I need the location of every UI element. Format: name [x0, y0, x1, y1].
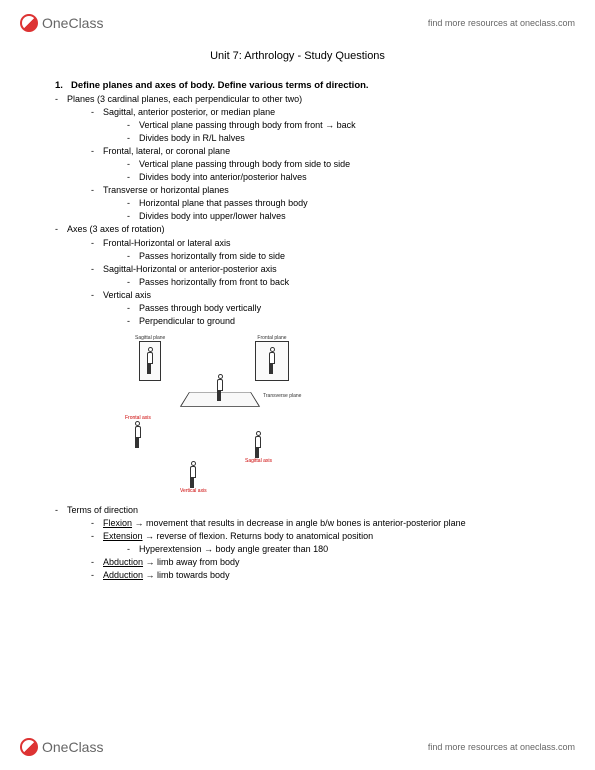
sagittal-axis-label: Sagittal axis: [245, 459, 272, 464]
sagittal-name: Sagittal, anterior posterior, or median …: [103, 107, 275, 117]
abduction-label: Abduction: [103, 557, 143, 567]
transverse-figure: Transverse plane: [185, 386, 255, 411]
resources-link-bottom[interactable]: find more resources at oneclass.com: [428, 742, 575, 752]
extension: Extension → reverse of flexion. Returns …: [91, 530, 540, 556]
sagittal-axis: Sagittal-Horizontal or anterior-posterio…: [91, 263, 540, 289]
planes-diagram: Sagittal plane Frontal plane Transverse …: [125, 336, 335, 496]
sagittal-d1: Vertical plane passing through body from…: [127, 119, 540, 132]
terms-root: Terms of direction Flexion → movement th…: [55, 504, 540, 582]
frontal-figure: Frontal plane: [255, 336, 289, 381]
adduction-text: → limb towards body: [143, 570, 230, 580]
transverse-plane: Transverse or horizontal planes Horizont…: [91, 184, 540, 223]
transverse-name: Transverse or horizontal planes: [103, 185, 229, 195]
outline-root: Planes (3 cardinal planes, each perpendi…: [55, 93, 540, 328]
logo-footer: OneClass: [20, 738, 103, 756]
footer-bar: OneClass find more resources at oneclass…: [0, 730, 595, 764]
v-d2: Perpendicular to ground: [127, 315, 540, 328]
adduction: Adduction → limb towards body: [91, 569, 540, 582]
brand-name-footer: OneClass: [42, 739, 103, 755]
flexion-label: Flexion: [103, 518, 132, 528]
page-content: Unit 7: Arthrology - Study Questions 1.D…: [55, 50, 540, 730]
header-bar: OneClass find more resources at oneclass…: [0, 6, 595, 40]
sagittal-d2: Divides body in R/L halves: [127, 132, 540, 145]
abduction-text: → limb away from body: [143, 557, 240, 567]
frontal-d1: Vertical plane passing through body from…: [127, 158, 540, 171]
fh-name: Frontal-Horizontal or lateral axis: [103, 238, 231, 248]
sh-d1: Passes horizontally from front to back: [127, 276, 540, 289]
resources-link-top[interactable]: find more resources at oneclass.com: [428, 18, 575, 28]
logo: OneClass: [20, 14, 103, 32]
logo-icon: [20, 14, 38, 32]
sagittal-axis-figure: Sagittal axis: [245, 431, 272, 464]
extension-text: → reverse of flexion. Returns body to an…: [143, 531, 374, 541]
sh-name: Sagittal-Horizontal or anterior-posterio…: [103, 264, 277, 274]
flexion-text: → movement that results in decrease in a…: [132, 518, 466, 528]
frontal-axis-figure: Frontal axis: [125, 416, 151, 449]
q1-text: Define planes and axes of body. Define v…: [71, 80, 369, 91]
vertical-axis-figure: Vertical axis: [180, 461, 207, 494]
axes-head-text: Axes (3 axes of rotation): [67, 224, 165, 234]
frontal-axis: Frontal-Horizontal or lateral axis Passe…: [91, 237, 540, 263]
v-d1: Passes through body vertically: [127, 302, 540, 315]
vertical-axis-label: Vertical axis: [180, 489, 207, 494]
logo-icon-footer: [20, 738, 38, 756]
frontal-plane: Frontal, lateral, or coronal plane Verti…: [91, 145, 540, 184]
vertical-axis: Vertical axis Passes through body vertic…: [91, 289, 540, 328]
adduction-label: Adduction: [103, 570, 143, 580]
q1-number: 1.: [55, 80, 71, 91]
sagittal-figure: Sagittal plane: [135, 336, 165, 381]
terms-head-text: Terms of direction: [67, 505, 138, 515]
terms-head: Terms of direction Flexion → movement th…: [55, 504, 540, 582]
flexion: Flexion → movement that results in decre…: [91, 517, 540, 530]
planes-head-text: Planes (3 cardinal planes, each perpendi…: [67, 94, 302, 104]
fh-d1: Passes horizontally from side to side: [127, 250, 540, 263]
transverse-d2: Divides body into upper/lower halves: [127, 210, 540, 223]
hyperextension: Hyperextension → body angle greater than…: [127, 543, 540, 556]
transverse-d1: Horizontal plane that passes through bod…: [127, 197, 540, 210]
abduction: Abduction → limb away from body: [91, 556, 540, 569]
v-name: Vertical axis: [103, 290, 151, 300]
brand-name: OneClass: [42, 15, 103, 31]
extension-label: Extension: [103, 531, 143, 541]
frontal-d2: Divides body into anterior/posterior hal…: [127, 171, 540, 184]
frontal-name: Frontal, lateral, or coronal plane: [103, 146, 230, 156]
page-title: Unit 7: Arthrology - Study Questions: [55, 50, 540, 62]
transverse-fig-label: Transverse plane: [263, 394, 301, 399]
sagittal-plane: Sagittal, anterior posterior, or median …: [91, 106, 540, 145]
axes-head: Axes (3 axes of rotation) Frontal-Horizo…: [55, 223, 540, 327]
planes-head: Planes (3 cardinal planes, each perpendi…: [55, 93, 540, 223]
question-1: 1.Define planes and axes of body. Define…: [55, 80, 540, 91]
